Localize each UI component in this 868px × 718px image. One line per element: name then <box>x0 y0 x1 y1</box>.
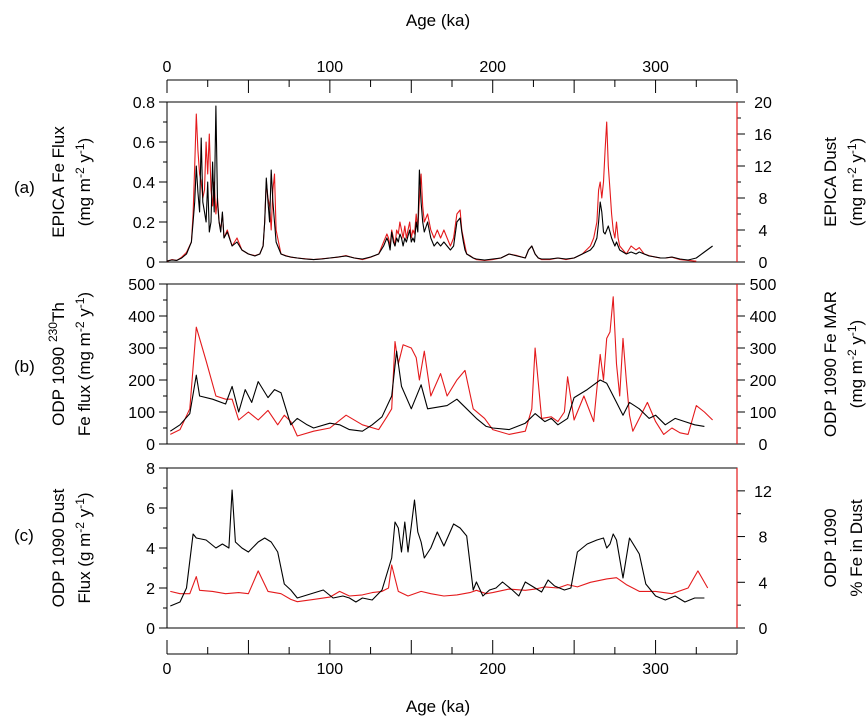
top-axis-tick-label: 0 <box>163 59 172 76</box>
panel-a-black-series-line <box>166 105 713 262</box>
panel-b: (b) ODP 1090 230Th Fe flux (mg m-2 y-1) … <box>14 277 866 454</box>
left-axis-tick-label: 500 <box>128 277 155 294</box>
left-axis-tick-label: 0.8 <box>133 95 155 112</box>
panel-a-left-label-line2: (mg m-2 y-1) <box>73 138 94 226</box>
bottom-axis-tick-label: 0 <box>163 661 172 678</box>
panel-c-right-label-line2: % Fe in Dust <box>847 499 866 597</box>
left-axis-tick-label: 0 <box>146 621 155 638</box>
bottom-axis-title: Age (ka) <box>406 697 470 716</box>
left-axis-tick-label: 0.2 <box>133 215 155 232</box>
left-axis-tick-label: 400 <box>128 309 155 326</box>
bottom-axis-tick-label: 300 <box>642 661 669 678</box>
right-axis-tick-label: 16 <box>754 127 772 144</box>
panel-c-black-series-line <box>170 489 705 607</box>
panel-b-letter: (b) <box>14 357 35 376</box>
panel-a-frame <box>166 101 738 263</box>
panel-b-left-label-line2: Fe flux (mg m-2 y-1) <box>73 292 94 436</box>
panel-a: (a) EPICA Fe Flux (mg m-2 y-1) EPICA Dus… <box>14 95 866 272</box>
bottom-axis-tick-label: 100 <box>317 661 344 678</box>
bottom-axis: 0 100 200 300 <box>163 640 738 678</box>
left-axis-tick-label: 4 <box>146 541 155 558</box>
left-axis-tick-label: 0.4 <box>133 175 155 192</box>
panel-c-letter: (c) <box>14 526 34 545</box>
panel-b-right-label-line1: ODP 1090 Fe MAR <box>821 291 840 437</box>
right-axis-tick-label: 0 <box>759 437 768 454</box>
right-axis-tick-label: 500 <box>750 277 777 294</box>
bottom-axis-tick-label: 200 <box>479 661 506 678</box>
panel-c-left-label-line2: Flux (g m-2 y-1) <box>73 492 94 603</box>
left-axis-tick-label: 0 <box>146 255 155 272</box>
left-axis-tick-label: 2 <box>146 581 155 598</box>
panel-a-right-label-line1: EPICA Dust <box>821 137 840 227</box>
right-axis-tick-label: 20 <box>754 95 772 112</box>
left-axis-tick-label: 6 <box>146 501 155 518</box>
left-axis-tick-label: 0.6 <box>133 135 155 152</box>
left-axis-tick-label: 8 <box>146 461 155 478</box>
left-axis-tick-label: 300 <box>128 341 155 358</box>
panel-b-red-series-line <box>170 296 713 437</box>
right-axis-tick-label: 12 <box>754 159 772 176</box>
left-axis-tick-label: 0 <box>146 437 155 454</box>
right-axis-tick-label: 300 <box>750 341 777 358</box>
right-axis-tick-label: 12 <box>754 484 772 501</box>
right-axis-tick-label: 0 <box>759 255 768 272</box>
top-axis-tick-label: 300 <box>642 59 669 76</box>
panel-a-letter: (a) <box>14 178 35 197</box>
panel-c: (c) ODP 1090 Dust Flux (g m-2 y-1) ODP 1… <box>14 461 866 638</box>
top-axis-title: Age (ka) <box>406 11 470 30</box>
panel-b-frame <box>166 283 738 445</box>
right-axis-tick-label: 4 <box>759 575 768 592</box>
panel-b-right-label-line2: (mg m-2 y-1) <box>845 320 866 408</box>
panel-a-right-label-line2: (mg m-2 y-1) <box>845 138 866 226</box>
right-axis-tick-label: 8 <box>759 191 768 208</box>
top-axis-tick-label: 200 <box>479 59 506 76</box>
panel-c-left-label-line1: ODP 1090 Dust <box>49 488 68 607</box>
left-axis-tick-label: 200 <box>128 373 155 390</box>
right-axis-tick-label: 400 <box>750 309 777 326</box>
right-axis-tick-label: 100 <box>750 405 777 422</box>
right-axis-tick-label: 4 <box>759 223 768 240</box>
top-axis-tick-label: 100 <box>317 59 344 76</box>
right-axis-tick-label: 0 <box>759 621 768 638</box>
panel-c-red-series-line <box>170 564 709 603</box>
panel-c-right-label-line1: ODP 1090 <box>821 508 840 587</box>
panel-b-left-label-line1: ODP 1090 230Th <box>46 302 68 426</box>
panel-b-black-series-line <box>169 350 705 432</box>
right-axis-tick-label: 200 <box>750 373 777 390</box>
panel-a-left-label-line1: EPICA Fe Flux <box>49 126 68 238</box>
right-axis-tick-label: 8 <box>759 530 768 547</box>
top-axis: 0 100 200 300 <box>163 59 738 93</box>
left-axis-tick-label: 100 <box>128 405 155 422</box>
